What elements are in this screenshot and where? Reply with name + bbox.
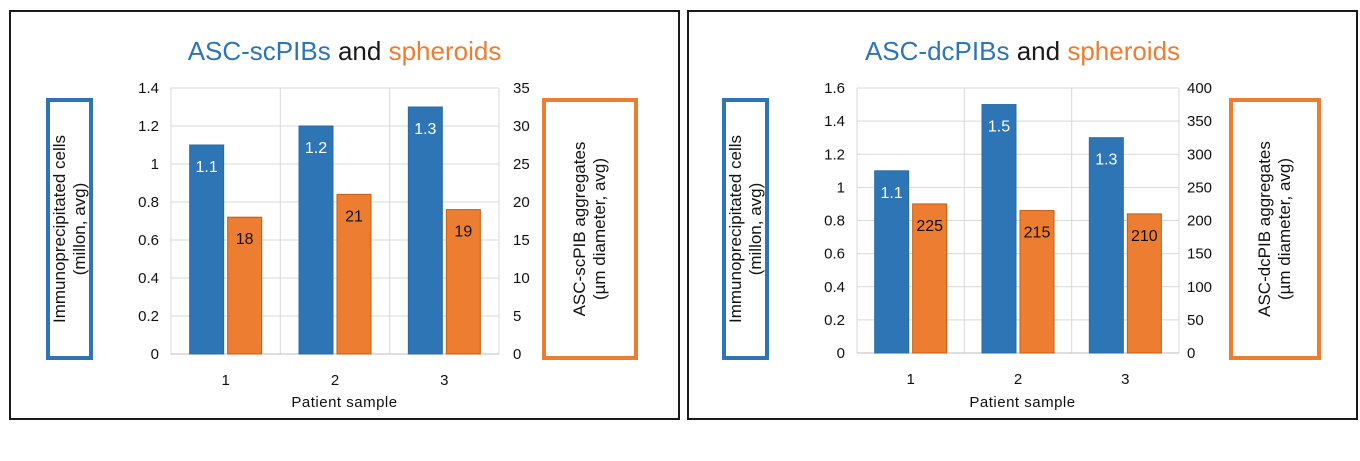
x-tick-label: 3 (440, 372, 448, 389)
y-tick-right: 400 (1187, 80, 1212, 97)
data-label: 210 (1131, 228, 1158, 245)
chart-title: ASC-dcPIBs and spheroids (689, 36, 1356, 66)
x-tick-label: 2 (1014, 371, 1022, 388)
data-label: 215 (1024, 225, 1051, 242)
y-tick-right: 10 (513, 270, 530, 287)
right-axis-title-box: ASC-dcPIB aggregates (µm diameter, avg) (1229, 98, 1321, 360)
data-label: 19 (454, 224, 472, 241)
y-tick-left: 0.2 (138, 308, 159, 325)
chart-title: ASC-scPIBs and spheroids (11, 36, 678, 66)
data-label: 1.3 (1095, 152, 1117, 169)
y-tick-right: 50 (1187, 312, 1204, 329)
y-tick-left: 0 (151, 346, 159, 363)
data-label: 18 (236, 231, 254, 248)
title-series-b: spheroids (1067, 36, 1181, 66)
y-tick-left: 1.6 (824, 80, 845, 97)
data-label: 225 (916, 218, 943, 235)
x-axis-title: Patient sample (291, 394, 398, 411)
bar-series-2 (912, 203, 948, 354)
x-tick-label: 2 (331, 372, 339, 389)
chart-panel-left: ASC-scPIBs and spheroids Immunoprecipita… (9, 10, 680, 420)
title-connector: and (1016, 36, 1061, 66)
title-series-a: ASC-dcPIBs (864, 36, 1010, 66)
y-tick-left: 1.2 (824, 146, 845, 163)
data-label: 1.1 (196, 159, 218, 176)
y-tick-left: 0 (837, 345, 845, 362)
y-tick-right: 5 (513, 308, 521, 325)
y-tick-left: 0.4 (138, 270, 159, 287)
chart-panel-right: ASC-dcPIBs and spheroids Immunoprecipita… (687, 10, 1358, 420)
data-label: 1.1 (881, 185, 903, 202)
data-label: 21 (345, 208, 363, 225)
bar-series-2 (1126, 213, 1162, 354)
data-label: 1.5 (988, 119, 1010, 136)
y-tick-left: 0.8 (824, 213, 845, 230)
y-tick-right: 0 (1187, 345, 1195, 362)
y-tick-right: 0 (513, 346, 521, 363)
left-axis-title-box: Immunoprecipitated cells (millon, avg) (722, 98, 769, 360)
bar-series-1 (981, 104, 1017, 354)
y-tick-right: 20 (513, 194, 530, 211)
right-axis-title-box: ASC-scPIB aggregates (µm diameter, avg) (542, 98, 638, 360)
y-tick-left: 0.4 (824, 279, 845, 296)
y-tick-left: 1 (151, 156, 159, 173)
y-tick-right: 250 (1187, 179, 1212, 196)
y-tick-right: 30 (513, 118, 530, 135)
data-label: 1.3 (414, 121, 436, 138)
y-tick-right: 200 (1187, 213, 1212, 230)
bar-chart-right: 0 0.2 0.4 0.6 0.8 1 1.2 1.4 1.6 0 50 100 150 200 250 30… (824, 80, 1212, 388)
y-tick-right: 25 (513, 156, 530, 173)
bar-series-2 (336, 193, 372, 355)
y-tick-right: 15 (513, 232, 530, 249)
bar-series-1 (1088, 137, 1124, 354)
y-tick-left: 0.6 (138, 232, 159, 249)
y-tick-left: 1.4 (824, 113, 845, 130)
title-connector: and (337, 36, 382, 66)
title-series-b: spheroids (388, 36, 502, 66)
y-tick-right: 350 (1187, 113, 1212, 130)
left-axis-title-box: Immunoprecipitated cells (millon, avg) (46, 98, 93, 360)
bar-series-1 (874, 170, 910, 354)
y-tick-left: 1.4 (138, 80, 159, 97)
y-tick-right: 35 (513, 80, 530, 97)
y-tick-left: 1.2 (138, 118, 159, 135)
y-tick-left: 0.8 (138, 194, 159, 211)
bar-series-1 (407, 106, 443, 355)
y-tick-right: 300 (1187, 146, 1212, 163)
y-tick-left: 0.6 (824, 246, 845, 263)
y-tick-left: 1 (837, 179, 845, 196)
y-tick-right: 150 (1187, 246, 1212, 263)
y-tick-left: 0.2 (824, 312, 845, 329)
x-tick-label: 1 (221, 372, 229, 389)
x-tick-label: 3 (1121, 371, 1129, 388)
data-label: 1.2 (305, 140, 327, 157)
bar-series-1 (298, 125, 334, 355)
bar-chart-left: 0 0.2 0.4 0.6 0.8 1 1.2 1.4 0 5 10 15 20 25 30 35 1 1.1 18… (138, 80, 530, 389)
bar-series-2 (445, 209, 481, 355)
bar-series-2 (227, 216, 263, 355)
bar-series-2 (1019, 210, 1055, 354)
x-tick-label: 1 (906, 371, 914, 388)
x-axis-title: Patient sample (969, 394, 1076, 411)
bar-series-1 (189, 144, 225, 355)
title-series-a: ASC-scPIBs (187, 36, 331, 66)
y-tick-right: 100 (1187, 279, 1212, 296)
